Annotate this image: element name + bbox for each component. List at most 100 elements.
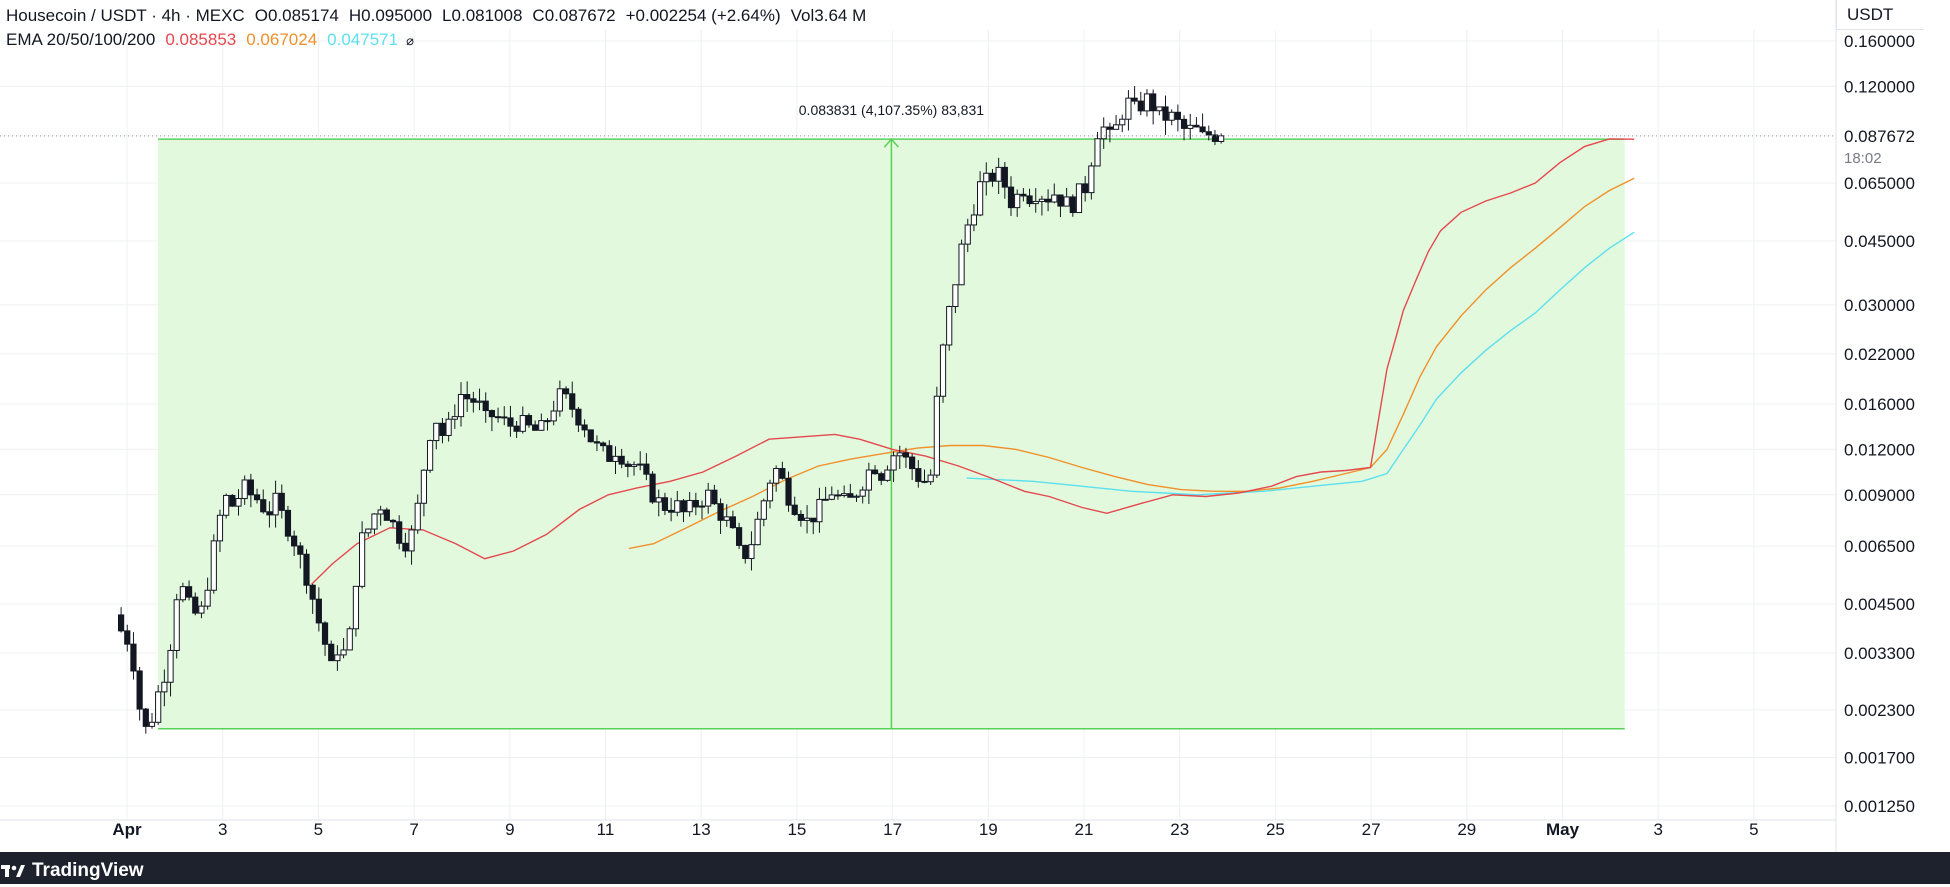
tradingview-brand[interactable]: TradingView: [0, 858, 144, 884]
candle[interactable]: [457, 382, 465, 427]
candle[interactable]: [865, 462, 872, 505]
candle[interactable]: [167, 644, 174, 697]
candle[interactable]: [334, 645, 341, 671]
candle[interactable]: [420, 469, 428, 517]
candle[interactable]: [828, 486, 835, 501]
candle[interactable]: [445, 411, 452, 442]
candle[interactable]: [915, 460, 922, 488]
candle[interactable]: [352, 585, 360, 637]
price-axis[interactable]: 0.160000 0.120000 0.065000 0.045000 0.030000…: [1835, 0, 1950, 852]
candle[interactable]: [1088, 162, 1095, 200]
candle[interactable]: [216, 509, 224, 552]
candle[interactable]: [1082, 176, 1089, 202]
candle[interactable]: [204, 577, 211, 610]
symbol-title[interactable]: Housecoin / USDT · 4h · MEXC: [6, 6, 245, 25]
candle[interactable]: [1100, 117, 1107, 149]
candle[interactable]: [729, 510, 737, 529]
candle[interactable]: [210, 534, 217, 594]
candle[interactable]: [253, 488, 261, 504]
candle[interactable]: [1051, 183, 1058, 204]
candle[interactable]: [501, 406, 508, 426]
candle[interactable]: [1174, 104, 1181, 132]
candle[interactable]: [464, 381, 471, 412]
candle[interactable]: [173, 593, 180, 659]
ema-legend-row[interactable]: EMA 20/50/100/200 0.085853 0.067024 0.04…: [6, 28, 866, 53]
candle[interactable]: [581, 419, 588, 438]
candle[interactable]: [538, 413, 545, 431]
candle[interactable]: [494, 407, 502, 423]
candle[interactable]: [723, 504, 730, 527]
candle[interactable]: [785, 471, 792, 512]
candle[interactable]: [142, 707, 149, 734]
candle[interactable]: [649, 471, 656, 504]
candle[interactable]: [1168, 109, 1175, 126]
candle[interactable]: [760, 498, 767, 527]
candle[interactable]: [575, 406, 582, 433]
candle[interactable]: [124, 624, 131, 652]
candle[interactable]: [791, 496, 798, 516]
candle[interactable]: [921, 469, 928, 484]
candle[interactable]: [148, 713, 156, 729]
candle[interactable]: [692, 492, 699, 516]
candle[interactable]: [1156, 106, 1163, 116]
candle[interactable]: [297, 542, 304, 569]
candle[interactable]: [952, 284, 959, 314]
candle[interactable]: [433, 422, 440, 450]
candle[interactable]: [198, 601, 205, 619]
candle[interactable]: [748, 531, 755, 571]
candle[interactable]: [1112, 115, 1120, 130]
candle[interactable]: [328, 640, 335, 662]
candle[interactable]: [983, 162, 990, 196]
candle[interactable]: [513, 421, 520, 439]
candle[interactable]: [859, 486, 866, 504]
candle[interactable]: [939, 343, 947, 403]
candle[interactable]: [1094, 131, 1101, 167]
candle[interactable]: [556, 380, 563, 417]
candle[interactable]: [1150, 89, 1157, 125]
candle[interactable]: [130, 632, 137, 680]
ema-label[interactable]: EMA 20/50/100/200: [6, 30, 156, 49]
candle[interactable]: [643, 453, 650, 481]
candle[interactable]: [717, 498, 724, 534]
candle[interactable]: [389, 519, 397, 528]
candle[interactable]: [1057, 194, 1064, 218]
candle[interactable]: [155, 685, 162, 725]
candle[interactable]: [989, 169, 996, 187]
candle[interactable]: [161, 669, 168, 707]
candle[interactable]: [822, 486, 829, 501]
candle[interactable]: [711, 484, 718, 505]
candle[interactable]: [1199, 113, 1206, 134]
candle[interactable]: [618, 448, 625, 469]
candle[interactable]: [909, 453, 916, 481]
candle[interactable]: [884, 465, 891, 482]
candle[interactable]: [661, 492, 669, 516]
candle[interactable]: [698, 500, 706, 520]
candle[interactable]: [235, 489, 242, 516]
candle[interactable]: [266, 501, 273, 528]
candle[interactable]: [847, 483, 854, 498]
candle[interactable]: [977, 171, 984, 217]
candle[interactable]: [451, 404, 458, 429]
candle[interactable]: [408, 525, 415, 565]
candle[interactable]: [1119, 114, 1126, 133]
candle[interactable]: [470, 391, 477, 413]
candle[interactable]: [519, 406, 526, 434]
candle[interactable]: [841, 485, 848, 498]
candle[interactable]: [668, 497, 675, 522]
candle[interactable]: [853, 494, 860, 502]
measure-tool[interactable]: 0.083831 (4,107.35%) 83,831: [158, 102, 1625, 730]
candle[interactable]: [359, 521, 366, 589]
candle[interactable]: [223, 493, 230, 519]
candle[interactable]: [544, 418, 551, 431]
candle[interactable]: [970, 204, 978, 232]
candle[interactable]: [1038, 195, 1046, 216]
candle[interactable]: [365, 528, 372, 537]
candle[interactable]: [192, 592, 199, 616]
candle[interactable]: [185, 580, 193, 601]
candle[interactable]: [291, 530, 298, 556]
candle[interactable]: [550, 400, 557, 426]
candle[interactable]: [754, 511, 761, 546]
candle[interactable]: [834, 489, 842, 500]
